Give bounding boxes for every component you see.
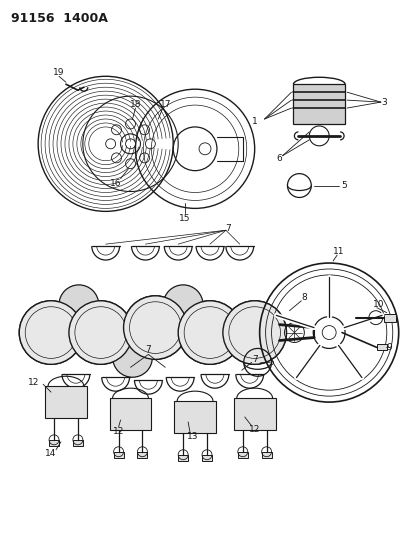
Text: 19: 19	[53, 68, 64, 77]
Text: 13: 13	[187, 432, 198, 441]
Text: 12: 12	[248, 425, 260, 434]
Text: 16: 16	[109, 179, 121, 188]
Bar	[376, 344, 386, 350]
Text: 1: 1	[251, 117, 257, 126]
Text: 6: 6	[276, 154, 282, 163]
Text: 12: 12	[27, 378, 39, 387]
Circle shape	[19, 301, 83, 365]
Circle shape	[123, 296, 187, 359]
Bar	[202, 455, 211, 461]
Text: 12: 12	[113, 427, 124, 437]
Circle shape	[112, 337, 152, 377]
Bar	[237, 452, 247, 458]
Bar	[157, 318, 207, 348]
Text: 9: 9	[385, 343, 391, 352]
Bar	[109, 398, 151, 430]
Bar	[53, 318, 98, 348]
Circle shape	[69, 301, 132, 365]
Circle shape	[178, 301, 241, 365]
Circle shape	[69, 301, 132, 365]
Text: 17: 17	[159, 100, 171, 109]
Text: 5: 5	[268, 358, 274, 367]
Bar	[211, 318, 252, 348]
Bar	[102, 318, 153, 348]
Bar	[178, 455, 188, 461]
Bar	[49, 440, 59, 446]
Text: 18: 18	[129, 100, 141, 109]
Bar	[261, 452, 271, 458]
Text: 3: 3	[380, 98, 386, 107]
Circle shape	[59, 285, 98, 325]
Text: 91156  1400A: 91156 1400A	[11, 12, 108, 25]
Circle shape	[222, 301, 286, 365]
Bar	[233, 398, 275, 430]
Circle shape	[19, 301, 83, 365]
Bar	[113, 452, 123, 458]
Bar	[383, 314, 395, 321]
Text: 11: 11	[332, 247, 344, 256]
Text: 15: 15	[179, 214, 190, 223]
Bar	[73, 440, 83, 446]
Circle shape	[123, 296, 187, 359]
Bar	[45, 386, 87, 418]
Text: 10: 10	[372, 300, 384, 309]
Bar	[137, 452, 147, 458]
Bar	[174, 401, 216, 433]
Text: 14: 14	[45, 449, 57, 458]
Circle shape	[178, 301, 241, 365]
Text: 5: 5	[340, 181, 346, 190]
Bar	[293, 84, 344, 124]
Circle shape	[222, 301, 286, 365]
Circle shape	[163, 285, 202, 325]
Text: 7: 7	[251, 355, 257, 364]
Text: 8: 8	[301, 293, 306, 302]
Text: 7: 7	[145, 345, 151, 354]
Text: 7: 7	[224, 224, 230, 233]
